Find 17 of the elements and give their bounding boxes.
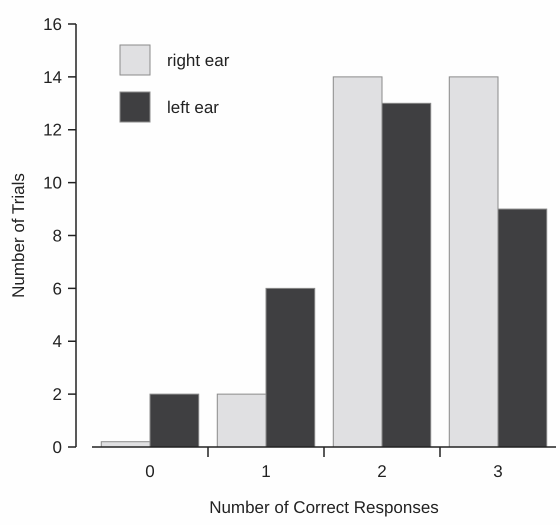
y-tick-label: 8 — [52, 226, 62, 246]
x-tick-label: 2 — [377, 462, 387, 481]
y-tick-label: 0 — [52, 438, 62, 457]
x-axis-title: Number of Correct Responses — [209, 498, 439, 517]
x-tick-label: 3 — [493, 462, 503, 481]
y-tick-label: 10 — [43, 174, 62, 193]
y-tick-label: 12 — [43, 120, 62, 140]
y-tick-label: 6 — [52, 279, 62, 298]
y-tick-label: 2 — [52, 385, 62, 404]
legend-label: right ear — [167, 50, 230, 70]
y-tick-label: 14 — [43, 68, 62, 87]
y-tick-label: 16 — [43, 14, 62, 34]
y-tick-label: 4 — [52, 332, 62, 352]
y-axis-title: Number of Trials — [9, 173, 28, 298]
x-tick-label: 1 — [261, 462, 271, 481]
x-tick-label: 0 — [145, 462, 155, 481]
legend-label: left ear — [167, 98, 220, 117]
